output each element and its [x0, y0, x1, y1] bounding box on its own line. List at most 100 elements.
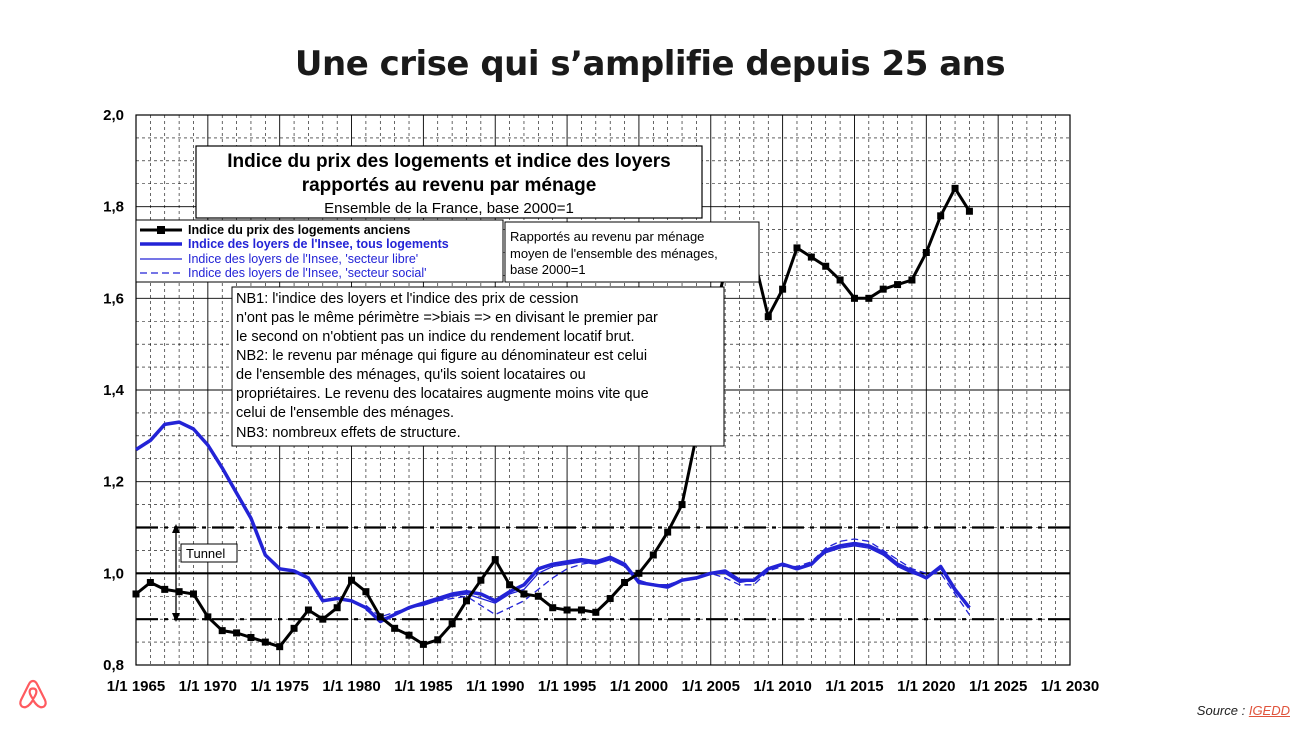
data-point-marker [448, 620, 456, 628]
source-link[interactable]: IGEDD [1248, 703, 1290, 718]
x-axis-ticks: 1/1 1965 1/1 1970 1/1 1975 1/1 1980 1/1 1985… [107, 678, 1099, 695]
data-point-marker [290, 624, 298, 632]
data-point-marker [146, 579, 154, 586]
tunnel-label: Tunnel [186, 546, 225, 561]
chart-series [132, 184, 973, 651]
chart-title-line1: Indice du prix des logements et indice d… [227, 151, 670, 172]
data-point-marker [520, 590, 528, 598]
data-point-marker [764, 313, 772, 321]
data-point-marker [793, 244, 801, 252]
data-point-marker [319, 615, 327, 623]
source-note: Source : IGEDD [1197, 703, 1290, 718]
nb-line-7: celui de l'ensemble des ménages. [236, 405, 454, 421]
data-point-marker [965, 207, 973, 215]
y-axis-ticks: 0,8 1,0 1,2 1,4 1,6 1,8 2,0 [103, 107, 125, 674]
data-point-marker [678, 501, 686, 509]
x-tick-label: 1/1 2020 [897, 678, 955, 695]
nb-line-1: NB1: l'indice des loyers et l'indice des… [236, 291, 578, 307]
y-tick-label: 1,2 [103, 474, 124, 491]
series-line-1 [135, 420, 971, 624]
nb-line-3: le second on n'obtient pas un indice du … [236, 329, 635, 345]
data-point-marker [204, 613, 212, 621]
nb-line-5: de l'ensemble des ménages, qu'ils soient… [236, 367, 586, 383]
data-point-marker [549, 604, 557, 612]
chart-legend: Indice du prix des logements anciens Ind… [135, 219, 504, 283]
y-tick-label: 1,0 [103, 565, 124, 582]
y-tick-label: 0,8 [103, 657, 124, 674]
data-point-marker [635, 569, 643, 577]
x-tick-label: 1/1 2015 [825, 678, 883, 695]
data-point-marker [261, 638, 269, 646]
data-point-marker [506, 581, 514, 589]
data-point-marker [922, 249, 930, 256]
y-tick-label: 1,8 [103, 199, 124, 216]
chart-svg: 1/1 1965 1/1 1970 1/1 1975 1/1 1980 1/1 1985… [103, 107, 1099, 695]
tunnel-annotation: Tunnel [172, 524, 238, 622]
legend-label-loyers-libre: Indice des loyers de l'Insee, 'secteur l… [188, 252, 418, 266]
data-point-marker [850, 294, 858, 302]
x-tick-label: 1/1 1985 [394, 678, 452, 695]
data-point-marker [175, 588, 183, 596]
data-point-marker [836, 276, 844, 284]
data-point-marker [592, 608, 600, 616]
data-point-marker [247, 634, 255, 641]
y-tick-label: 1,4 [103, 382, 125, 399]
x-tick-label: 1/1 1975 [250, 678, 308, 695]
chart-title-line2: rapportés au revenu par ménage [302, 175, 597, 196]
data-point-marker [894, 281, 902, 289]
data-point-marker [405, 631, 413, 639]
data-point-marker [462, 597, 470, 605]
data-point-marker [822, 262, 830, 270]
data-point-marker [276, 643, 284, 651]
data-point-marker [491, 556, 499, 564]
legend-label-loyers-tous: Indice des loyers de l'Insee, tous logem… [188, 237, 449, 251]
data-point-marker [937, 212, 945, 220]
data-point-marker [807, 253, 815, 261]
chart-title-box: Indice du prix des logements et indice d… [195, 145, 703, 219]
data-point-marker [779, 285, 787, 293]
slide-title: Une crise qui s’amplifie depuis 25 ans [294, 44, 1006, 84]
data-point-marker [865, 294, 873, 302]
series-line-2 [365, 545, 970, 620]
x-tick-label: 1/1 2000 [610, 678, 668, 695]
data-point-marker [577, 606, 585, 614]
data-point-marker [419, 640, 427, 648]
data-point-marker [434, 636, 442, 644]
chart-subtitle: Ensemble de la France, base 2000=1 [324, 200, 574, 217]
revenue-note-box: Rapportés au revenu par ménage moyen de … [504, 221, 760, 283]
x-tick-label: 1/1 1995 [538, 678, 596, 695]
revenue-note-line2: moyen de l'ensemble des ménages, [510, 246, 718, 261]
revenue-note-line1: Rapportés au revenu par ménage [510, 229, 704, 244]
data-point-marker [534, 592, 542, 600]
data-point-marker [189, 590, 197, 598]
x-tick-label: 1/1 2030 [1041, 678, 1099, 695]
data-point-marker [606, 595, 614, 603]
legend-label-loyers-social: Indice des loyers de l'Insee, 'secteur s… [188, 266, 427, 280]
x-tick-label: 1/1 2025 [969, 678, 1027, 695]
source-label: Source : [1196, 703, 1249, 718]
data-point-marker [304, 606, 312, 614]
data-point-marker [218, 627, 226, 635]
data-point-marker [233, 629, 241, 637]
data-point-marker [649, 551, 657, 559]
data-point-marker [132, 590, 140, 598]
y-tick-label: 1,6 [103, 290, 124, 307]
data-point-marker [348, 576, 356, 584]
data-point-marker [333, 604, 341, 612]
data-point-marker [161, 585, 169, 593]
series-line-3 [365, 538, 970, 618]
x-tick-label: 1/1 1980 [322, 678, 380, 695]
nb-line-4: NB2: le revenu par ménage qui figure au … [236, 348, 647, 364]
y-tick-label: 2,0 [103, 107, 124, 124]
data-point-marker [621, 579, 629, 586]
data-point-marker [951, 184, 959, 192]
data-point-marker [664, 528, 672, 536]
data-point-marker [563, 606, 571, 614]
x-tick-label: 1/1 2005 [682, 678, 740, 695]
nb-notes-box: NB1: l'indice des loyers et l'indice des… [231, 286, 725, 447]
x-tick-label: 1/1 1970 [179, 678, 237, 695]
data-point-marker [391, 624, 399, 632]
data-point-marker [376, 613, 384, 621]
data-point-marker [908, 276, 916, 284]
x-tick-label: 1/1 1965 [107, 678, 165, 695]
